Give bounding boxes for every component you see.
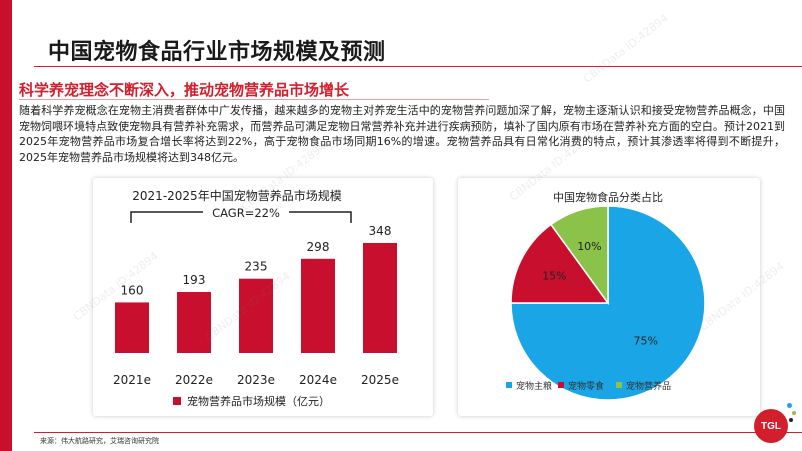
pie-chart: 中国宠物食品分类占比 75% 15% 10% 宠物主粮 宠物零食 宠物营养品 (506, 190, 706, 401)
legend-swatch (506, 382, 512, 388)
pie-chart-title: 中国宠物食品分类占比 (553, 190, 663, 204)
page-title: 中国宠物食品行业市场规模及预测 (48, 40, 386, 65)
bar-chart-card: 2021-2025年中国宠物营养品市场规模 CAGR=22% 160 2021e 1… (93, 178, 433, 416)
left-accent-bar (0, 0, 12, 451)
tgl-logo: TGL (754, 409, 788, 443)
legend-label: 宠物零食 (568, 380, 604, 392)
logo-dot (787, 403, 792, 408)
category-label: 2022e (175, 373, 213, 387)
bar-chart: 2021-2025年中国宠物营养品市场规模 CAGR=22% 1602021e1… (113, 188, 399, 408)
footer-divider (34, 432, 802, 433)
cagr-label-bg (203, 204, 289, 220)
source-note: 来源：伟大航路研究，艾瑞咨询研究院 (40, 437, 159, 445)
legend-swatch (616, 382, 622, 388)
pie-slice (549, 205, 609, 306)
logo-dot (789, 418, 793, 422)
pie-slice (510, 223, 610, 304)
category-label: 2024e (299, 373, 337, 387)
bar-value-label: 193 (183, 273, 206, 287)
legend-swatch (173, 397, 181, 405)
category-label: 2023e (237, 373, 275, 387)
bar-value-label: 160 (121, 283, 144, 297)
bar (363, 243, 397, 353)
bar-value-label: 235 (245, 260, 268, 274)
bar-value-label: 298 (307, 240, 330, 254)
pie-chart-card: 中国宠物食品分类占比 75% 15% 10% 宠物主粮 宠物零食 宠物营养品 (458, 178, 760, 416)
bar (301, 258, 335, 353)
bar (239, 278, 273, 353)
pie-slices: 75% 15% 10% (510, 205, 706, 401)
section-subtitle: 科学养宠理念不断深入，推动宠物营养品市场增长 (19, 81, 350, 99)
subtitle-divider (19, 99, 489, 100)
category-label: 2021e (113, 373, 151, 387)
watermark: CBNData ID:42894 (580, 11, 671, 86)
pie-slice (510, 205, 706, 401)
body-paragraph: 随着科学养宠概念在宠物主消费者群体中广发传播，越来越多的宠物主对养宠生活中的宠物… (19, 104, 785, 164)
bar (115, 302, 149, 353)
legend-label: 宠物营养品市场规模（亿元） (187, 394, 330, 408)
logo-dot (792, 411, 796, 415)
pie-legend: 宠物主粮 宠物零食 宠物营养品 (506, 380, 671, 392)
slice-value-label: 10% (577, 240, 601, 253)
bar-value-label: 348 (369, 224, 392, 238)
slice-value-label: 15% (542, 270, 566, 283)
cagr-label: CAGR=22% (212, 206, 280, 220)
category-label: 2025e (361, 373, 399, 387)
bar-chart-title: 2021-2025年中国宠物营养品市场规模 (132, 188, 341, 203)
legend-swatch (558, 382, 564, 388)
legend-label: 宠物营养品 (626, 380, 671, 392)
slice-value-label: 75% (633, 335, 657, 348)
bar-series: 160 2021e 193 2022e 235 2023e 298 2024e 348 2025e (113, 224, 399, 387)
bar (177, 291, 211, 353)
legend-label: 宠物主粮 (516, 380, 552, 392)
title-divider (34, 66, 802, 67)
